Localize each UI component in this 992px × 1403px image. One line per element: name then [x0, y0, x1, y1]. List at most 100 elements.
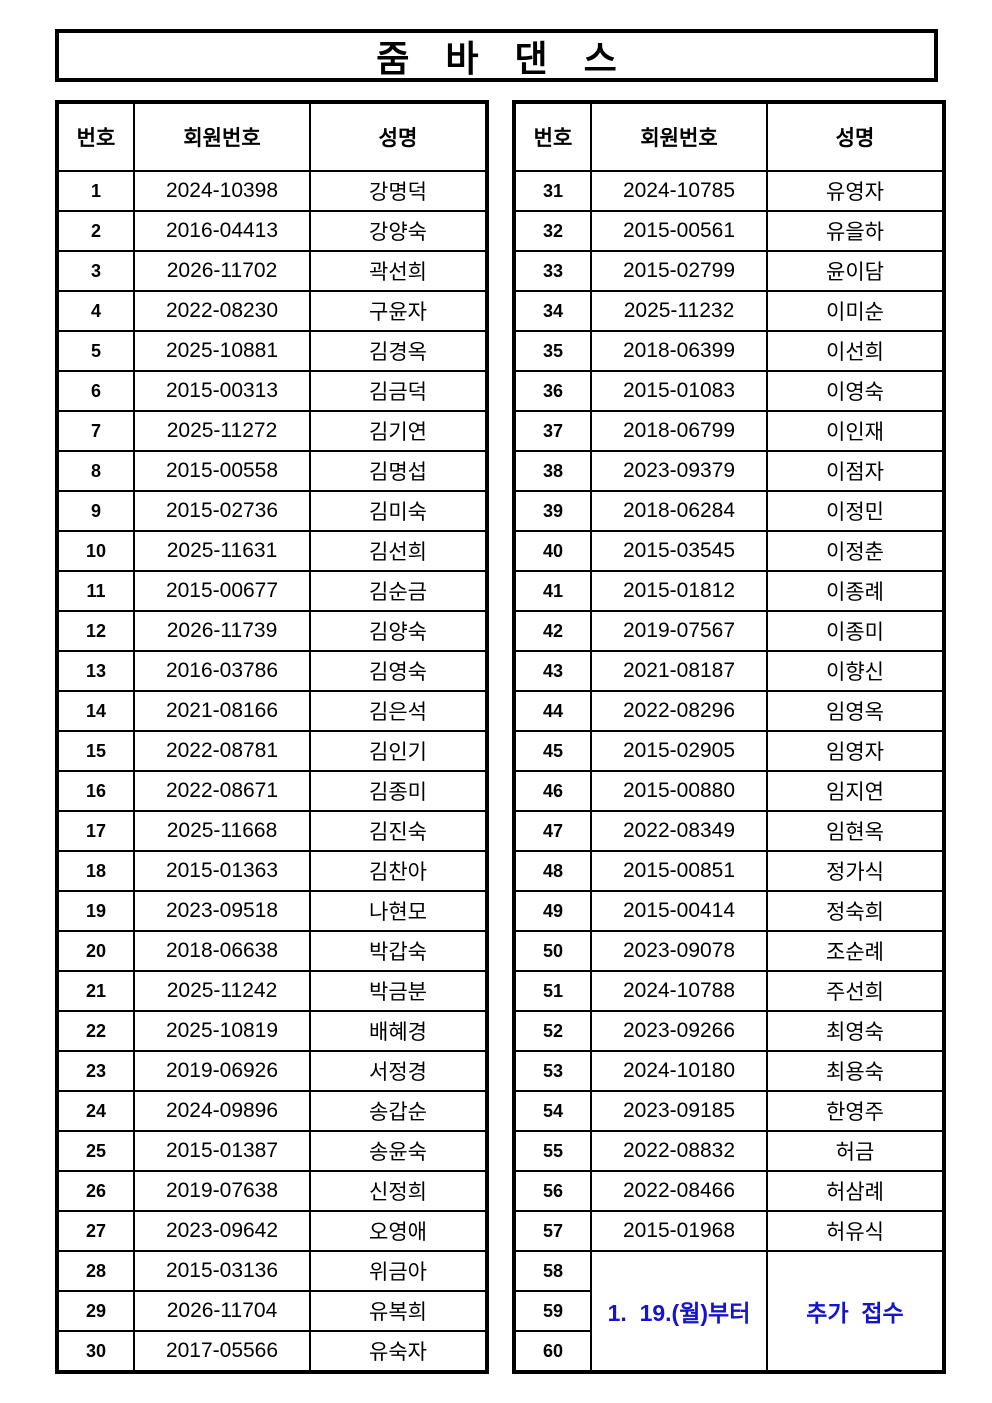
table-row: 60 — [513, 1330, 944, 1373]
table-row: 59 — [513, 1290, 944, 1332]
row-number-cell: 55 — [513, 1130, 592, 1172]
row-number-cell: 28 — [56, 1250, 135, 1292]
table-row: 54 2023-09185 한영주 — [513, 1090, 945, 1132]
row-number-cell: 33 — [513, 250, 592, 292]
table-row: 55 2022-08832 허금 — [513, 1130, 945, 1172]
member-name-cell: 신정희 — [309, 1170, 488, 1212]
member-number-cell: 2019-07638 — [133, 1170, 311, 1212]
member-number-cell: 2017-05566 — [133, 1330, 311, 1373]
member-name-cell: 이정민 — [766, 490, 945, 532]
table-row: 38 2023-09379 이점자 — [513, 450, 945, 492]
row-number-cell: 40 — [513, 530, 592, 572]
member-name-cell: 곽선희 — [309, 250, 488, 292]
member-table-right-body: 31 2024-10785 유영자 32 2015-00561 유을하 33 2015-027… — [513, 170, 945, 1252]
member-name-cell: 서정경 — [309, 1050, 488, 1092]
title-box: 줌 바 댄 스 — [55, 29, 938, 82]
row-number-cell: 22 — [56, 1010, 135, 1052]
member-number-cell: 2026-11702 — [133, 250, 311, 292]
table-row: 27 2023-09642 오영애 — [56, 1210, 488, 1252]
member-name-cell: 박갑숙 — [309, 930, 488, 972]
member-name-cell: 임현옥 — [766, 810, 945, 852]
member-number-cell: 2021-08187 — [590, 650, 768, 692]
table-row: 56 2022-08466 허삼례 — [513, 1170, 945, 1212]
member-name-cell: 강명덕 — [309, 170, 488, 212]
member-name-cell: 김경옥 — [309, 330, 488, 372]
row-number-cell: 47 — [513, 810, 592, 852]
member-name-cell: 이종미 — [766, 610, 945, 652]
table-row: 4 2022-08230 구윤자 — [56, 290, 488, 332]
row-number-cell: 32 — [513, 210, 592, 252]
row-number-cell: 13 — [56, 650, 135, 692]
table-row: 57 2015-01968 허유식 — [513, 1210, 945, 1252]
member-number-cell: 2023-09185 — [590, 1090, 768, 1132]
member-name-cell: 정가식 — [766, 850, 945, 892]
row-number-cell: 59 — [513, 1290, 592, 1332]
row-number-cell: 29 — [56, 1290, 135, 1332]
member-number-cell: 2018-06638 — [133, 930, 311, 972]
column-header-member-no: 회원번호 — [133, 101, 311, 172]
member-table-left: 번호 회원번호 성명 1 2024-10398 강명덕 2 2016-04413 강양숙 3… — [55, 100, 489, 1374]
extra-rows-body: 58 1. 19.(월)부터 추가 접수 59 60 — [513, 1250, 945, 1373]
member-number-cell: 2021-08166 — [133, 690, 311, 732]
member-number-cell: 2025-10881 — [133, 330, 311, 372]
table-row: 5 2025-10881 김경옥 — [56, 330, 488, 372]
row-number-cell: 21 — [56, 970, 135, 1012]
member-name-cell: 정숙희 — [766, 890, 945, 932]
member-number-cell: 2015-01363 — [133, 850, 311, 892]
member-number-cell: 2015-02905 — [590, 730, 768, 772]
member-number-cell: 2015-00414 — [590, 890, 768, 932]
table-row: 15 2022-08781 김인기 — [56, 730, 488, 772]
member-name-cell: 김종미 — [309, 770, 488, 812]
member-name-cell: 김금덕 — [309, 370, 488, 412]
member-number-cell: 2015-03136 — [133, 1250, 311, 1292]
row-number-cell: 35 — [513, 330, 592, 372]
table-row: 48 2015-00851 정가식 — [513, 850, 945, 892]
extra-name-note-cell: 추가 접수 — [766, 1250, 945, 1373]
row-number-cell: 2 — [56, 210, 135, 252]
table-row: 32 2015-00561 유을하 — [513, 210, 945, 252]
page-title: 줌 바 댄 스 — [376, 37, 630, 79]
row-number-cell: 36 — [513, 370, 592, 412]
row-number-cell: 20 — [56, 930, 135, 972]
table-row: 49 2015-00414 정숙희 — [513, 890, 945, 932]
row-number-cell: 15 — [56, 730, 135, 772]
member-name-cell: 허유식 — [766, 1210, 945, 1252]
table-row: 3 2026-11702 곽선희 — [56, 250, 488, 292]
member-number-cell: 2022-08781 — [133, 730, 311, 772]
member-name-cell: 김찬아 — [309, 850, 488, 892]
member-number-cell: 2018-06399 — [590, 330, 768, 372]
member-number-cell: 2024-10398 — [133, 170, 311, 212]
row-number-cell: 31 — [513, 170, 592, 212]
row-number-cell: 6 — [56, 370, 135, 412]
member-number-cell: 2019-07567 — [590, 610, 768, 652]
table-header: 번호 회원번호 성명 — [513, 101, 945, 172]
row-number-cell: 53 — [513, 1050, 592, 1092]
row-number-cell: 56 — [513, 1170, 592, 1212]
row-number-cell: 50 — [513, 930, 592, 972]
member-name-cell: 강양숙 — [309, 210, 488, 252]
member-name-cell: 김미숙 — [309, 490, 488, 532]
member-number-cell: 2025-11242 — [133, 970, 311, 1012]
table-row: 1 2024-10398 강명덕 — [56, 170, 488, 212]
table-row: 16 2022-08671 김종미 — [56, 770, 488, 812]
table-row: 37 2018-06799 이인재 — [513, 410, 945, 452]
table-row: 41 2015-01812 이종례 — [513, 570, 945, 612]
table-row: 46 2015-00880 임지연 — [513, 770, 945, 812]
member-number-cell: 2018-06799 — [590, 410, 768, 452]
table-row: 44 2022-08296 임영옥 — [513, 690, 945, 732]
member-number-cell: 2015-01083 — [590, 370, 768, 412]
column-header-no: 번호 — [56, 101, 135, 172]
row-number-cell: 45 — [513, 730, 592, 772]
row-number-cell: 42 — [513, 610, 592, 652]
member-number-cell: 2015-00313 — [133, 370, 311, 412]
row-number-cell: 52 — [513, 1010, 592, 1052]
member-number-cell: 2022-08671 — [133, 770, 311, 812]
member-name-cell: 유복희 — [309, 1290, 488, 1332]
member-number-cell: 2023-09642 — [133, 1210, 311, 1252]
table-row: 50 2023-09078 조순례 — [513, 930, 945, 972]
member-name-cell: 나현모 — [309, 890, 488, 932]
table-row: 19 2023-09518 나현모 — [56, 890, 488, 932]
table-row: 42 2019-07567 이종미 — [513, 610, 945, 652]
row-number-cell: 44 — [513, 690, 592, 732]
row-number-cell: 5 — [56, 330, 135, 372]
